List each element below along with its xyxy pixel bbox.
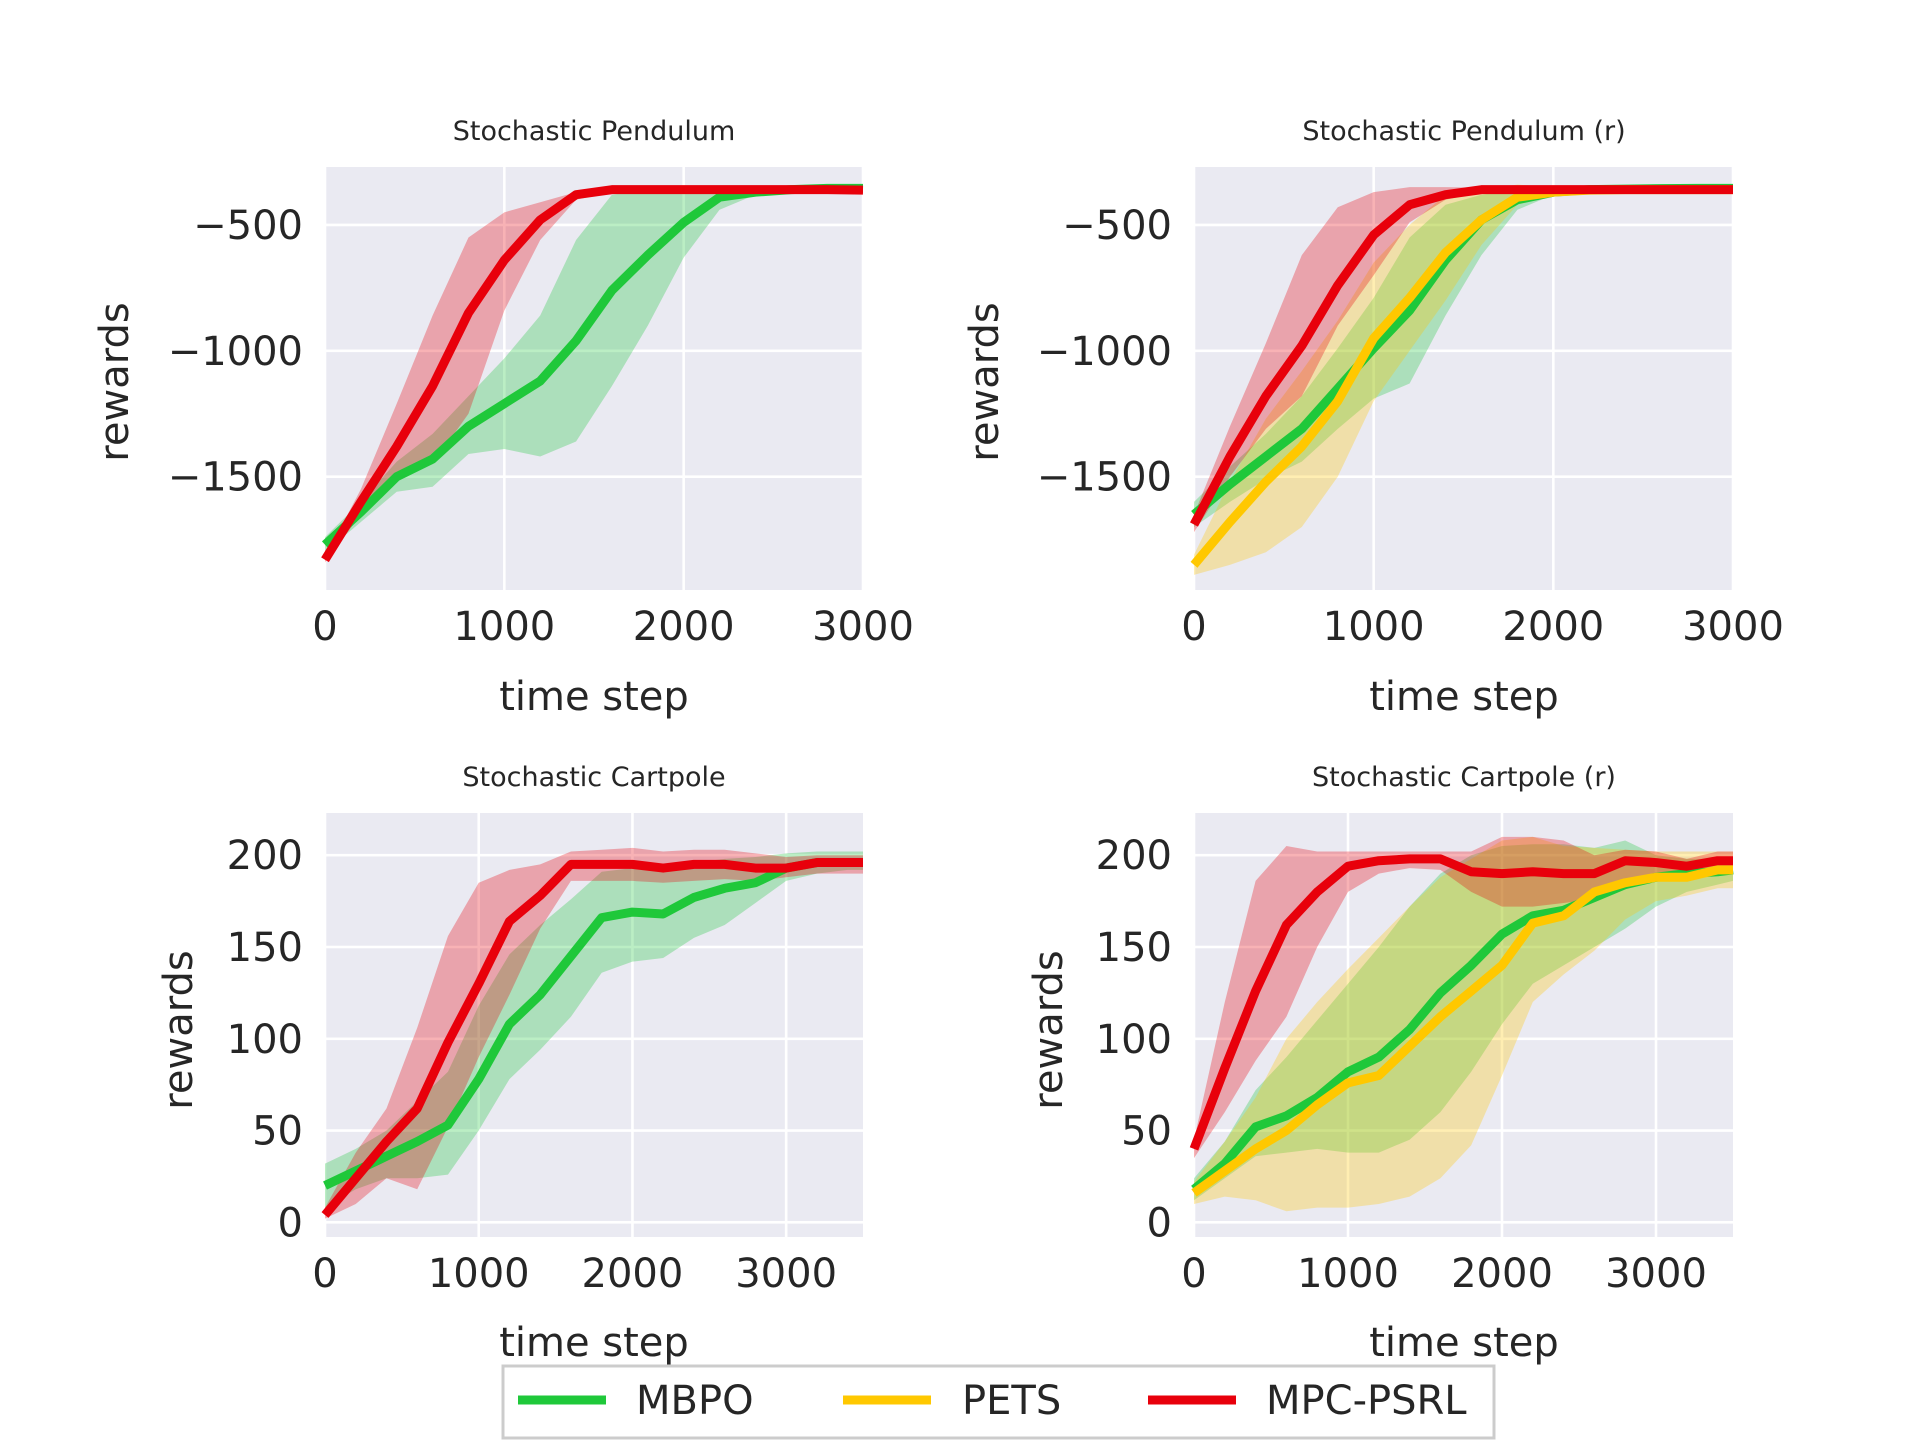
line-mpc-psrl — [321, 185, 864, 563]
series-layer — [1189, 836, 1734, 1212]
chart-title: Stochastic Pendulum (r) — [1302, 116, 1625, 147]
y-tick-label: 100 — [1096, 1017, 1172, 1063]
line-pets — [1191, 865, 1733, 1197]
x-tick-label: 0 — [312, 1251, 337, 1297]
band-mpc-psrl — [325, 188, 863, 563]
line-mpc-psrl — [1189, 854, 1733, 1151]
x-axis-label: time step — [1369, 1320, 1559, 1366]
x-tick-label: 1000 — [1297, 1251, 1399, 1297]
panel-stochastic-cartpole: Stochastic Cartpole 0 1000 2000 3000 0 50 100… — [156, 762, 863, 1366]
x-tick-label: 0 — [1181, 604, 1206, 650]
x-tick-label: 1000 — [1323, 604, 1425, 650]
band-pets — [1194, 836, 1733, 1212]
band-mpc-psrl — [1194, 836, 1733, 1159]
y-tick-label: 0 — [1147, 1200, 1172, 1246]
x-tick-label: 2000 — [633, 604, 735, 650]
x-axis-label: time step — [499, 674, 689, 720]
x-tick-label: 3000 — [1605, 1251, 1707, 1297]
x-axis-label: time step — [1369, 674, 1559, 720]
x-tick-labels: 0 1000 2000 3000 — [1181, 604, 1784, 650]
legend-frame — [501, 1364, 1496, 1440]
x-tick-label: 2000 — [1451, 1251, 1553, 1297]
y-axis-label: rewards — [92, 302, 138, 461]
panel-stochastic-cartpole-r: Stochastic Cartpole (r) 0 1000 2000 3000 0 5… — [1026, 762, 1734, 1366]
y-tick-label: 0 — [278, 1200, 303, 1246]
band-mpc-psrl — [325, 847, 863, 1219]
y-tick-label: 50 — [1121, 1109, 1172, 1155]
band-pets — [1194, 184, 1733, 575]
x-tick-label: 0 — [1181, 1251, 1206, 1297]
panel-stochastic-pendulum: Stochastic Pendulum 0 1000 2000 3000 −1500−… — [92, 116, 914, 720]
legend-label-pets: PETS — [962, 1378, 1061, 1424]
y-tick-label: −1500 — [168, 455, 303, 501]
y-axis-label: rewards — [156, 950, 202, 1109]
x-tick-label: 1000 — [428, 1251, 530, 1297]
line-mpc-psrl — [1190, 185, 1733, 527]
y-tick-labels: 0 50 100 150 200 — [227, 833, 303, 1246]
series-layer — [1190, 183, 1733, 575]
x-tick-labels: 0 1000 2000 3000 — [1181, 1251, 1707, 1297]
grid-lines — [1192, 813, 1733, 1237]
series-layer — [321, 847, 863, 1219]
panel-stochastic-pendulum-r: Stochastic Pendulum (r) 0 1000 2000 3000 −1… — [962, 116, 1784, 720]
band-mbpo — [325, 187, 863, 553]
y-axis-label: rewards — [1026, 950, 1072, 1109]
y-tick-label: 150 — [227, 925, 303, 971]
x-tick-label: 2000 — [1502, 604, 1604, 650]
y-tick-label: −1500 — [1037, 455, 1172, 501]
legend-label-mbpo: MBPO — [636, 1378, 754, 1424]
x-tick-label: 3000 — [735, 1251, 837, 1297]
series-layer — [321, 183, 864, 563]
y-tick-label: 200 — [227, 833, 303, 879]
chart-title: Stochastic Cartpole (r) — [1312, 762, 1616, 793]
y-tick-labels: 0 50 100 150 200 — [1096, 833, 1172, 1246]
grid-lines — [1192, 167, 1735, 590]
grid-lines — [323, 813, 863, 1237]
y-tick-labels: −1500 −1000 −500 — [1037, 203, 1172, 501]
chart-title: Stochastic Cartpole — [462, 762, 725, 793]
chart-title: Stochastic Pendulum — [453, 116, 736, 147]
y-axis-label: rewards — [962, 302, 1008, 461]
y-tick-labels: −1500 −1000 −500 — [168, 203, 303, 501]
plot-area — [325, 813, 863, 1237]
band-mbpo — [1194, 187, 1733, 528]
line-mpc-psrl — [321, 858, 863, 1218]
grid-lines — [323, 167, 865, 590]
band-mpc-psrl — [1194, 187, 1733, 533]
y-tick-label: 200 — [1096, 833, 1172, 879]
y-tick-label: −500 — [193, 203, 303, 249]
y-tick-label: −1000 — [168, 329, 303, 375]
x-tick-label: 2000 — [582, 1251, 684, 1297]
x-tick-labels: 0 1000 2000 3000 — [312, 604, 914, 650]
plot-area — [325, 167, 863, 590]
y-tick-label: 100 — [227, 1017, 303, 1063]
x-axis-label: time step — [499, 1320, 689, 1366]
legend: MBPO PETS MPC-PSRL — [501, 1364, 1496, 1440]
x-tick-label: 3000 — [812, 604, 914, 650]
x-tick-labels: 0 1000 2000 3000 — [312, 1251, 837, 1297]
y-tick-label: −1000 — [1037, 329, 1172, 375]
y-tick-label: −500 — [1062, 203, 1172, 249]
x-tick-label: 0 — [312, 604, 337, 650]
x-tick-label: 3000 — [1682, 604, 1784, 650]
y-tick-label: 150 — [1096, 925, 1172, 971]
band-mbpo — [1194, 840, 1733, 1201]
legend-label-mpc-psrl: MPC-PSRL — [1266, 1378, 1467, 1424]
x-tick-label: 1000 — [453, 604, 555, 650]
y-tick-label: 50 — [252, 1109, 303, 1155]
band-mbpo — [325, 851, 863, 1208]
